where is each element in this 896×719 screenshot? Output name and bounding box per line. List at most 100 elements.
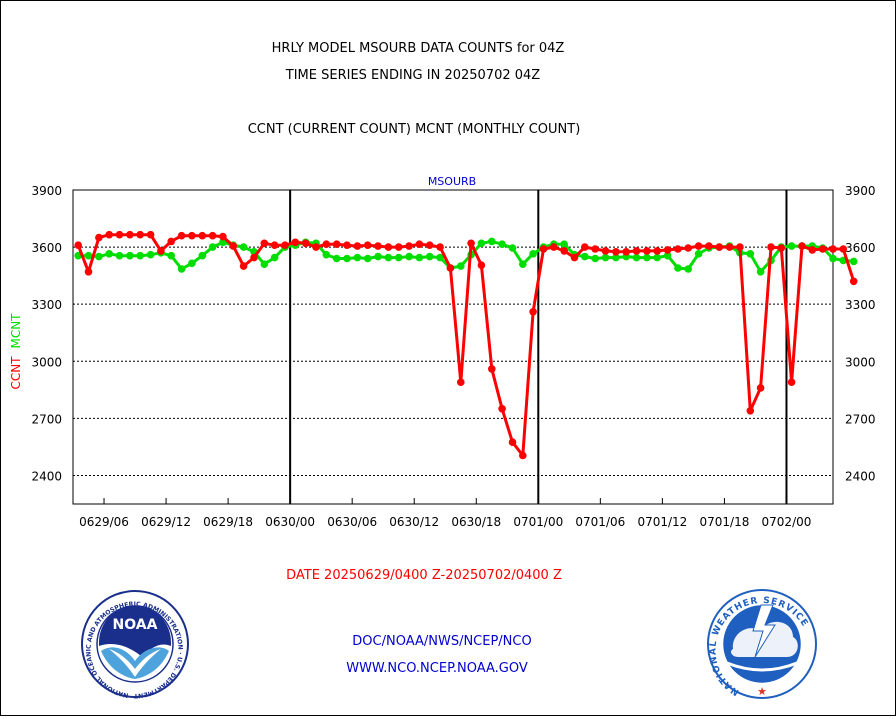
y-axis-label-ccnt: CCNT [9, 356, 23, 390]
data-point-ccnt [488, 365, 496, 373]
x-tick-label: 0629/12 [141, 515, 191, 529]
data-point-ccnt [105, 230, 113, 239]
y-tick-left-3000: 3000 [31, 355, 62, 369]
data-point-ccnt [622, 248, 630, 256]
data-point-ccnt [632, 247, 641, 255]
data-point-mcnt [405, 252, 413, 261]
data-point-mcnt [126, 251, 134, 260]
data-point-mcnt [601, 253, 610, 262]
data-point-ccnt [136, 230, 144, 239]
data-point-ccnt [208, 231, 217, 240]
series-group [74, 230, 858, 460]
data-point-mcnt [188, 259, 196, 268]
data-point-mcnt [632, 253, 641, 262]
noaa-logo-text: NOAA [113, 617, 158, 633]
data-point-mcnt [498, 240, 506, 248]
x-tick-label: 0630/06 [327, 515, 377, 529]
x-tick-label: 0702/00 [762, 515, 812, 529]
series-line-ccnt [76, 233, 856, 457]
data-point-ccnt [260, 239, 269, 248]
x-tick-label: 0701/00 [513, 515, 563, 529]
data-point-ccnt [270, 241, 279, 249]
x-tick-label: 0701/18 [699, 515, 749, 529]
data-point-ccnt [829, 245, 837, 253]
subtitle: CCNT (CURRENT COUNT) MCNT (MONTHLY COUNT… [248, 122, 581, 137]
data-point-ccnt [436, 243, 444, 251]
website-link[interactable]: WWW.NCO.NCEP.NOAA.GOV [346, 661, 528, 676]
y-tick-right-3900: 3900 [845, 184, 876, 198]
data-point-ccnt [74, 241, 82, 249]
data-point-ccnt [291, 238, 300, 247]
date-range: DATE 20250629/0400 Z-20250702/0400 Z [286, 568, 562, 583]
data-point-ccnt [384, 243, 393, 251]
data-point-ccnt [736, 243, 744, 251]
data-point-mcnt [95, 252, 103, 261]
data-point-ccnt [446, 264, 455, 272]
data-point-ccnt [560, 247, 568, 255]
data-point-mcnt [384, 253, 393, 262]
data-point-mcnt [167, 251, 175, 260]
data-point-ccnt [570, 253, 579, 262]
data-point-ccnt [157, 247, 165, 255]
data-point-ccnt [798, 242, 806, 250]
data-point-ccnt [756, 384, 765, 392]
data-point-ccnt [477, 261, 486, 270]
data-point-mcnt [415, 253, 424, 262]
y-tick-right-3300: 3300 [845, 298, 876, 312]
data-point-ccnt [167, 237, 175, 246]
data-point-ccnt [767, 243, 775, 251]
data-point-ccnt [126, 230, 134, 239]
data-point-mcnt [436, 253, 444, 262]
data-point-ccnt [612, 248, 620, 256]
y-axis-label-mcnt: MCNT [9, 313, 23, 349]
data-point-ccnt [643, 247, 651, 255]
x-tick-label: 0630/12 [389, 515, 439, 529]
data-point-mcnt [477, 239, 486, 248]
y-tick-left-3900: 3900 [31, 184, 62, 198]
data-point-ccnt [84, 268, 93, 276]
data-point-mcnt [198, 251, 207, 260]
data-point-ccnt [467, 239, 475, 248]
data-point-mcnt [322, 250, 331, 259]
x-tick-label: 0701/06 [575, 515, 625, 529]
y-tick-right-2400: 2400 [845, 469, 876, 483]
data-point-mcnt [146, 250, 155, 259]
data-point-mcnt [591, 254, 599, 263]
data-point-ccnt [663, 246, 672, 254]
data-point-mcnt [208, 243, 217, 251]
data-point-mcnt [643, 253, 651, 262]
data-point-ccnt [581, 243, 589, 251]
data-point-ccnt [332, 240, 341, 248]
nws-star-icon: ★ [757, 685, 767, 698]
data-point-ccnt [322, 240, 331, 248]
data-point-ccnt [529, 308, 537, 316]
x-tick-label: 0629/06 [79, 515, 129, 529]
y-tick-right-3600: 3600 [845, 241, 876, 255]
data-point-ccnt [777, 244, 786, 252]
data-point-mcnt [260, 260, 269, 269]
data-point-mcnt [374, 252, 382, 261]
data-point-mcnt [394, 253, 403, 262]
data-point-ccnt [219, 232, 227, 241]
data-point-mcnt [519, 260, 527, 269]
data-point-ccnt [601, 247, 610, 255]
data-point-mcnt [756, 268, 765, 276]
x-tick-label: 0701/12 [637, 515, 687, 529]
data-point-mcnt [508, 244, 517, 252]
data-point-mcnt [529, 250, 537, 258]
data-point-ccnt [415, 240, 424, 248]
data-point-mcnt [684, 265, 692, 273]
data-point-ccnt [188, 231, 196, 240]
data-point-mcnt [457, 262, 465, 270]
data-point-mcnt [581, 252, 589, 261]
data-point-ccnt [508, 438, 517, 447]
data-point-mcnt [239, 243, 248, 251]
data-point-ccnt [839, 245, 848, 253]
data-point-mcnt [560, 240, 568, 248]
data-point-ccnt [457, 378, 465, 387]
data-point-ccnt [498, 405, 506, 413]
y-tick-right-2700: 2700 [845, 412, 876, 426]
data-point-ccnt [705, 242, 713, 250]
data-point-ccnt [715, 243, 724, 251]
